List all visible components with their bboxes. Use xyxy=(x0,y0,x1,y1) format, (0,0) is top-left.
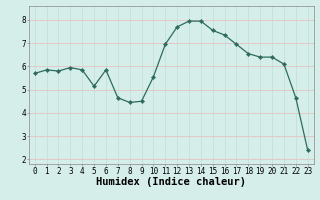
X-axis label: Humidex (Indice chaleur): Humidex (Indice chaleur) xyxy=(96,177,246,187)
